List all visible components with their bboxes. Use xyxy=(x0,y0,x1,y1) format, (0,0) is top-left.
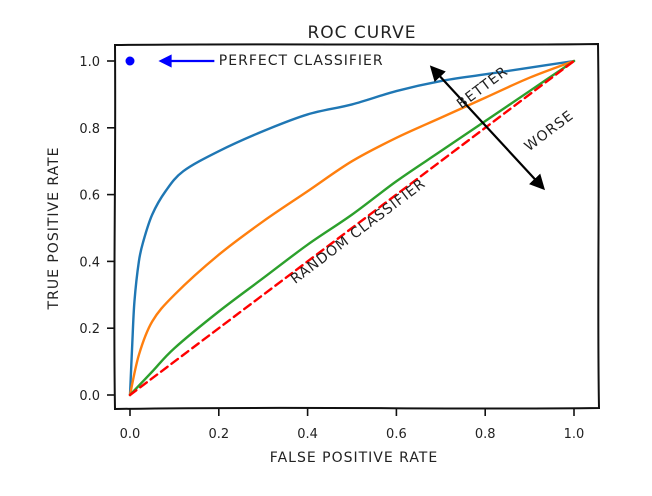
x-axis-label: FALSE POSITIVE RATE xyxy=(270,450,438,466)
x-tick-label: 0.8 xyxy=(475,427,496,442)
y-tick-label: 0.2 xyxy=(79,322,100,337)
y-tick-label: 0.0 xyxy=(79,389,100,404)
x-tick-label: 1.0 xyxy=(564,427,585,442)
points-layer xyxy=(125,56,135,66)
axis-tick-labels: 0.0 0.2 0.4 0.6 0.8 1.0 0.0 0.2 0.4 0.6 0.8 1.0 xyxy=(79,55,584,442)
y-tick-label: 1.0 xyxy=(79,55,100,70)
arrows-layer xyxy=(158,54,546,191)
x-tick-label: 0.6 xyxy=(386,427,407,442)
plot-frame xyxy=(113,42,601,411)
annotations-layer: PERFECT CLASSIFIER RANDOM CLASSIFIER BETTE… xyxy=(219,53,577,287)
axis-ticks xyxy=(107,60,575,416)
annotation-random-classifier: RANDOM CLASSIFIER xyxy=(288,176,429,288)
annotation-perfect-classifier: PERFECT CLASSIFIER xyxy=(219,53,384,69)
y-axis-label: TRUE POSITIVE RATE xyxy=(46,147,62,311)
chart-title: ROC CURVE xyxy=(307,23,416,43)
y-tick-label: 0.4 xyxy=(79,255,100,270)
annotation-better: BETTER xyxy=(454,63,511,112)
x-tick-label: 0.2 xyxy=(208,427,229,442)
y-tick-label: 0.6 xyxy=(79,189,100,204)
x-tick-label: 0.4 xyxy=(297,427,318,442)
better-worse-arrow xyxy=(429,65,546,191)
annotation-worse: WORSE xyxy=(522,108,577,155)
y-tick-label: 0.8 xyxy=(79,122,100,137)
point-perfect-classifier xyxy=(125,56,135,66)
x-tick-label: 0.0 xyxy=(120,427,141,442)
